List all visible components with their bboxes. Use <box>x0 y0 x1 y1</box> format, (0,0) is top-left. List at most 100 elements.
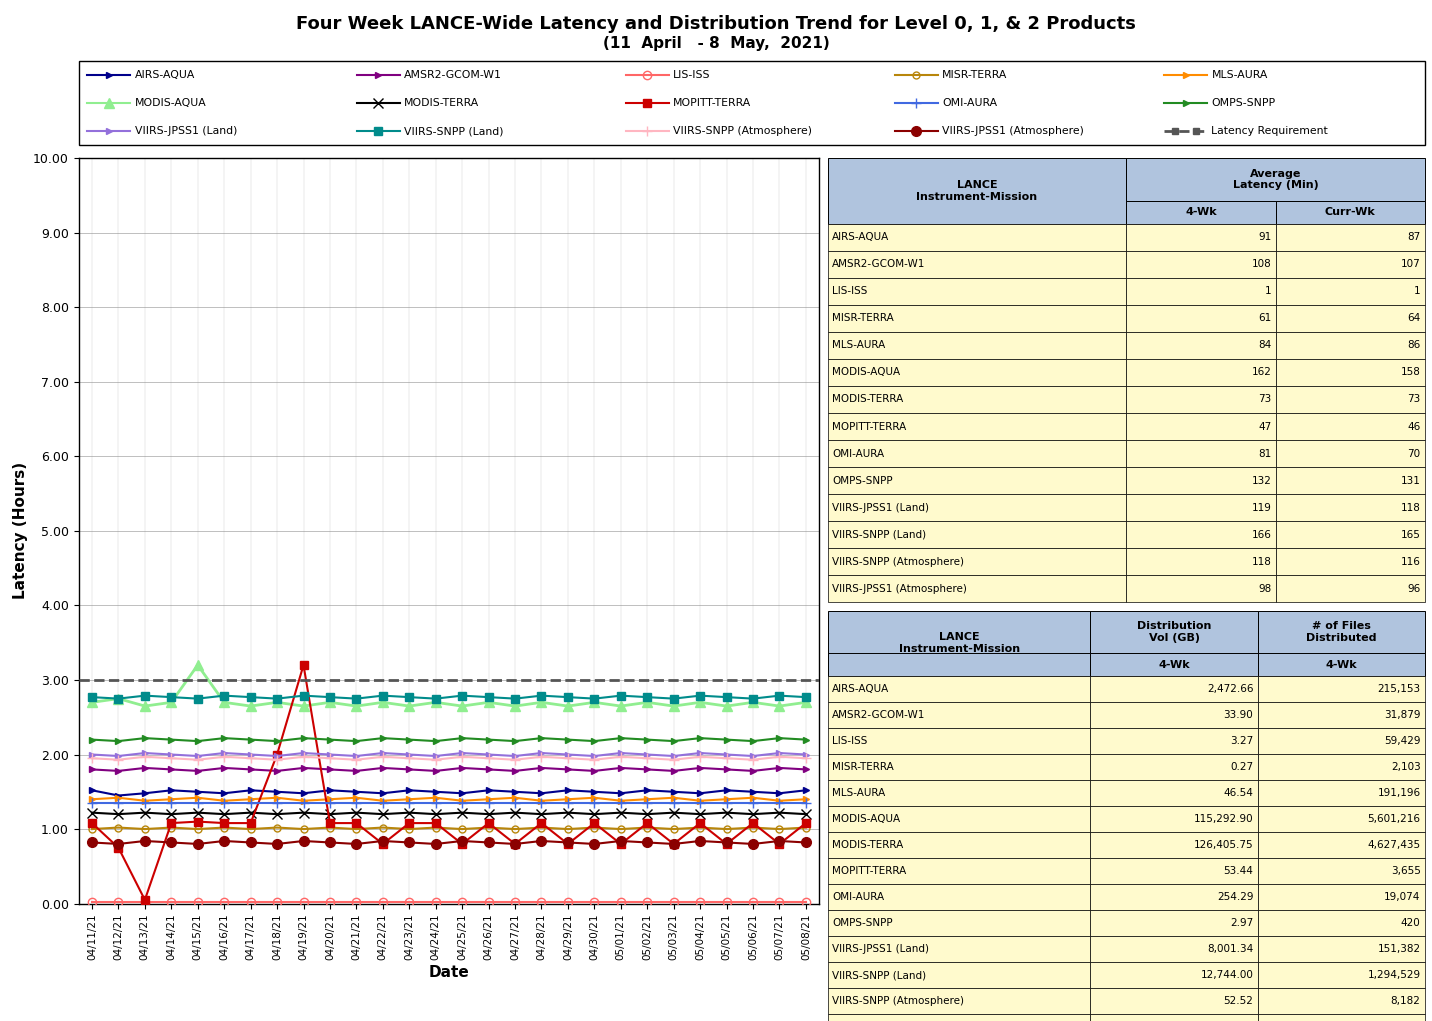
Text: 162: 162 <box>1252 368 1272 378</box>
Text: OMPS-SNPP: OMPS-SNPP <box>1211 98 1276 108</box>
Text: 2,472.66: 2,472.66 <box>1207 684 1253 694</box>
X-axis label: Date: Date <box>428 966 470 980</box>
Text: 87: 87 <box>1408 232 1421 242</box>
Text: 91: 91 <box>1257 232 1272 242</box>
Text: 84: 84 <box>1257 340 1272 350</box>
Y-axis label: Latency (Hours): Latency (Hours) <box>13 463 27 599</box>
Text: AMSR2-GCOM-W1: AMSR2-GCOM-W1 <box>832 259 925 270</box>
Text: 31,879: 31,879 <box>1385 710 1421 720</box>
Text: 131: 131 <box>1400 476 1421 486</box>
Text: MLS-AURA: MLS-AURA <box>1211 70 1267 81</box>
Text: MODIS-TERRA: MODIS-TERRA <box>404 98 480 108</box>
Text: 191,196: 191,196 <box>1378 788 1421 798</box>
Text: 2,103: 2,103 <box>1390 762 1421 772</box>
Text: AIRS-AQUA: AIRS-AQUA <box>832 684 889 694</box>
Text: VIIRS-SNPP (Land): VIIRS-SNPP (Land) <box>404 126 503 136</box>
Text: 81: 81 <box>1257 448 1272 458</box>
Text: 2.97: 2.97 <box>1230 918 1253 928</box>
Text: MODIS-AQUA: MODIS-AQUA <box>135 98 206 108</box>
Text: MODIS-AQUA: MODIS-AQUA <box>832 814 901 824</box>
Text: LANCE
Instrument-Mission: LANCE Instrument-Mission <box>916 180 1038 202</box>
Text: 33.90: 33.90 <box>1223 710 1253 720</box>
Text: 46.54: 46.54 <box>1223 788 1253 798</box>
Text: LIS-ISS: LIS-ISS <box>832 736 868 746</box>
Text: 8,001.34: 8,001.34 <box>1207 944 1253 955</box>
Text: 3.27: 3.27 <box>1230 736 1253 746</box>
Text: 73: 73 <box>1408 394 1421 404</box>
Text: 19,074: 19,074 <box>1385 892 1421 903</box>
Text: Distribution
Vol (GB): Distribution Vol (GB) <box>1137 621 1211 643</box>
Text: 0.27: 0.27 <box>1230 762 1253 772</box>
Text: 420: 420 <box>1400 918 1421 928</box>
Text: VIIRS-JPSS1 (Atmosphere): VIIRS-JPSS1 (Atmosphere) <box>832 584 967 594</box>
Text: MISR-TERRA: MISR-TERRA <box>942 70 1008 81</box>
Text: VIIRS-JPSS1 (Land): VIIRS-JPSS1 (Land) <box>832 502 929 513</box>
Text: MODIS-AQUA: MODIS-AQUA <box>832 368 901 378</box>
Text: (11  April   - 8  May,  2021): (11 April - 8 May, 2021) <box>603 36 829 51</box>
Text: OMI-AURA: OMI-AURA <box>942 98 997 108</box>
Text: 107: 107 <box>1400 259 1421 270</box>
Text: 119: 119 <box>1252 502 1272 513</box>
Text: 64: 64 <box>1408 313 1421 324</box>
Text: 59,429: 59,429 <box>1385 736 1421 746</box>
Text: OMPS-SNPP: OMPS-SNPP <box>832 476 892 486</box>
Text: 118: 118 <box>1400 502 1421 513</box>
Text: VIIRS-JPSS1 (Land): VIIRS-JPSS1 (Land) <box>832 944 929 955</box>
Text: 3,655: 3,655 <box>1390 866 1421 876</box>
Text: 254.29: 254.29 <box>1217 892 1253 903</box>
Text: MLS-AURA: MLS-AURA <box>832 788 885 798</box>
Text: VIIRS-SNPP (Atmosphere): VIIRS-SNPP (Atmosphere) <box>832 996 964 1007</box>
Text: 5,601,216: 5,601,216 <box>1368 814 1421 824</box>
Text: OMI-AURA: OMI-AURA <box>832 892 884 903</box>
Text: 61: 61 <box>1257 313 1272 324</box>
Text: 12,744.00: 12,744.00 <box>1200 970 1253 980</box>
Text: MOPITT-TERRA: MOPITT-TERRA <box>832 422 906 432</box>
Text: 1: 1 <box>1413 286 1421 296</box>
Text: 73: 73 <box>1257 394 1272 404</box>
Text: 86: 86 <box>1408 340 1421 350</box>
Text: 1,294,529: 1,294,529 <box>1368 970 1421 980</box>
Text: 215,153: 215,153 <box>1378 684 1421 694</box>
Text: # of Files
Distributed: # of Files Distributed <box>1306 621 1376 643</box>
Text: AIRS-AQUA: AIRS-AQUA <box>832 232 889 242</box>
Text: LANCE
Instrument-Mission: LANCE Instrument-Mission <box>898 632 1020 654</box>
Text: 158: 158 <box>1400 368 1421 378</box>
Text: 70: 70 <box>1408 448 1421 458</box>
Text: 52.52: 52.52 <box>1223 996 1253 1007</box>
Text: 1: 1 <box>1264 286 1272 296</box>
Text: 132: 132 <box>1252 476 1272 486</box>
Text: 108: 108 <box>1252 259 1272 270</box>
Text: VIIRS-SNPP (Atmosphere): VIIRS-SNPP (Atmosphere) <box>673 126 812 136</box>
Text: 151,382: 151,382 <box>1378 944 1421 955</box>
Text: 4-Wk: 4-Wk <box>1326 660 1358 670</box>
Text: VIIRS-JPSS1 (Atmosphere): VIIRS-JPSS1 (Atmosphere) <box>942 126 1084 136</box>
Text: 98: 98 <box>1257 584 1272 594</box>
Text: 126,405.75: 126,405.75 <box>1194 840 1253 850</box>
Text: 53.44: 53.44 <box>1223 866 1253 876</box>
Text: Latency Requirement: Latency Requirement <box>1211 126 1329 136</box>
Text: 47: 47 <box>1257 422 1272 432</box>
Text: AIRS-AQUA: AIRS-AQUA <box>135 70 195 81</box>
Text: VIIRS-SNPP (Land): VIIRS-SNPP (Land) <box>832 970 927 980</box>
Text: VIIRS-SNPP (Atmosphere): VIIRS-SNPP (Atmosphere) <box>832 556 964 567</box>
Text: LIS-ISS: LIS-ISS <box>832 286 868 296</box>
Text: OMPS-SNPP: OMPS-SNPP <box>832 918 892 928</box>
Text: 4-Wk: 4-Wk <box>1158 660 1190 670</box>
Text: 118: 118 <box>1252 556 1272 567</box>
Text: 115,292.90: 115,292.90 <box>1194 814 1253 824</box>
Text: 166: 166 <box>1252 530 1272 540</box>
Text: MLS-AURA: MLS-AURA <box>832 340 885 350</box>
Text: MODIS-TERRA: MODIS-TERRA <box>832 394 904 404</box>
Text: 165: 165 <box>1400 530 1421 540</box>
Text: 116: 116 <box>1400 556 1421 567</box>
Text: MISR-TERRA: MISR-TERRA <box>832 313 894 324</box>
Text: 46: 46 <box>1408 422 1421 432</box>
Text: MODIS-TERRA: MODIS-TERRA <box>832 840 904 850</box>
Text: MOPITT-TERRA: MOPITT-TERRA <box>673 98 752 108</box>
Text: AMSR2-GCOM-W1: AMSR2-GCOM-W1 <box>404 70 501 81</box>
Text: LIS-ISS: LIS-ISS <box>673 70 710 81</box>
Text: OMI-AURA: OMI-AURA <box>832 448 884 458</box>
Text: Average
Latency (Min): Average Latency (Min) <box>1233 168 1319 191</box>
Text: Four Week LANCE-Wide Latency and Distribution Trend for Level 0, 1, & 2 Products: Four Week LANCE-Wide Latency and Distrib… <box>296 15 1136 34</box>
Text: VIIRS-JPSS1 (Land): VIIRS-JPSS1 (Land) <box>135 126 236 136</box>
